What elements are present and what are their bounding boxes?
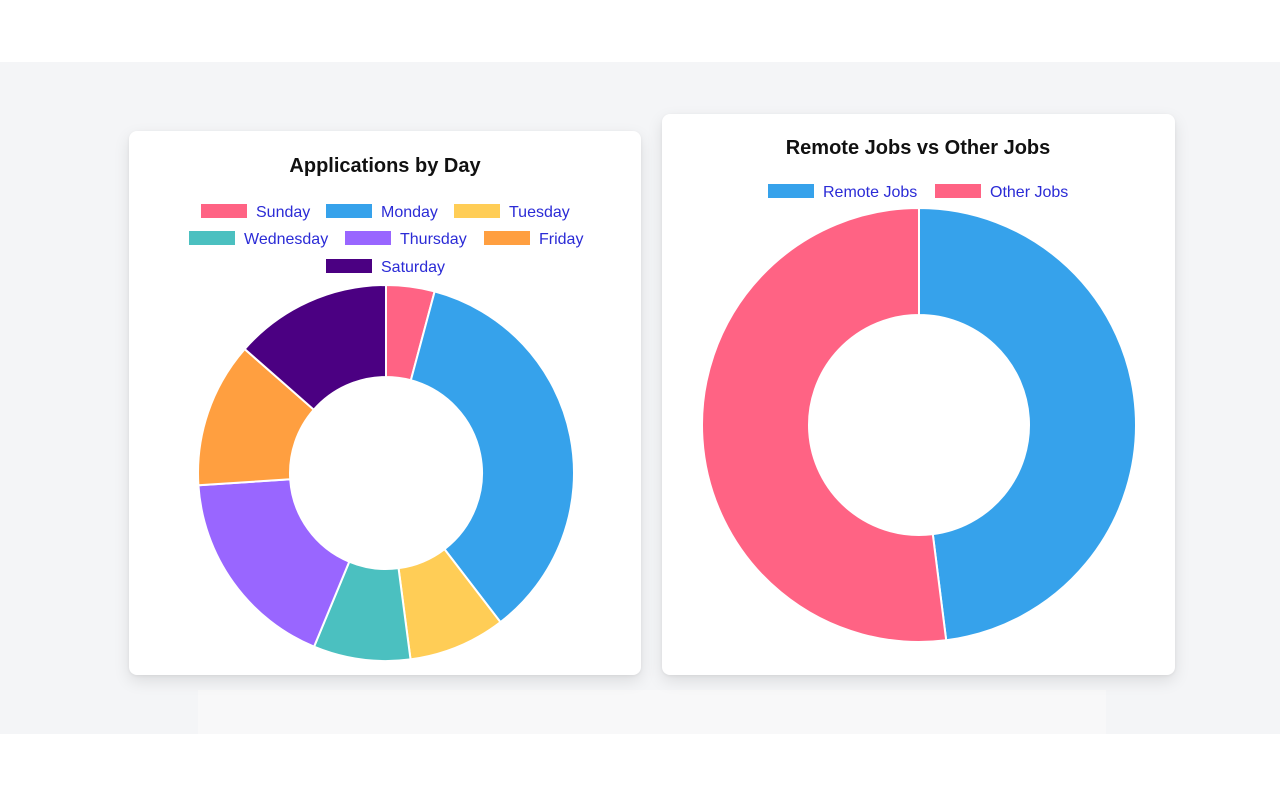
legend: Sunday Monday Tuesday Wednesday Thursday Frid… (189, 204, 583, 276)
legend-swatch-remote-jobs[interactable] (768, 184, 814, 198)
legend-label-sunday[interactable]: Sunday (256, 204, 310, 221)
legend-label-friday[interactable]: Friday (539, 231, 583, 248)
legend-swatch-saturday[interactable] (326, 259, 372, 273)
legend: Remote Jobs Other Jobs (768, 184, 1068, 201)
legend-swatch-thursday[interactable] (345, 231, 391, 245)
slice-other-jobs[interactable] (701, 206, 948, 643)
legend-swatch-friday[interactable] (484, 231, 530, 245)
slice-monday[interactable] (409, 290, 575, 624)
legend-label-wednesday[interactable]: Wednesday (244, 231, 328, 248)
remote-vs-other-card: Remote Jobs vs Other Jobs Remote Jobs Oth… (662, 114, 1175, 675)
applications-by-day-card: Applications by Day Sunday Monday Tuesday W… (129, 131, 641, 675)
slice-saturday[interactable] (243, 283, 387, 412)
legend-label-thursday[interactable]: Thursday (400, 231, 467, 248)
legend-swatch-other-jobs[interactable] (935, 184, 981, 198)
chart-title: Applications by Day (289, 155, 481, 177)
legend-label-monday[interactable]: Monday (381, 204, 438, 221)
applications-by-day-chart: Applications by Day Sunday Monday Tuesday W… (189, 155, 583, 662)
lower-panel (198, 690, 1106, 734)
chart-title: Remote Jobs vs Other Jobs (786, 137, 1051, 159)
doughnut (197, 283, 575, 662)
legend-swatch-tuesday[interactable] (454, 204, 500, 218)
legend-label-saturday[interactable]: Saturday (381, 259, 445, 276)
legend-swatch-sunday[interactable] (201, 204, 247, 218)
remote-vs-other-chart: Remote Jobs vs Other Jobs Remote Jobs Oth… (701, 137, 1137, 643)
legend-swatch-wednesday[interactable] (189, 231, 235, 245)
doughnut (701, 206, 1137, 643)
legend-label-tuesday[interactable]: Tuesday (509, 204, 570, 221)
slice-thursday[interactable] (197, 478, 351, 648)
legend-label-other-jobs[interactable]: Other Jobs (990, 184, 1068, 201)
legend-swatch-monday[interactable] (326, 204, 372, 218)
legend-label-remote-jobs[interactable]: Remote Jobs (823, 184, 917, 201)
slice-remote-jobs[interactable] (918, 206, 1137, 642)
